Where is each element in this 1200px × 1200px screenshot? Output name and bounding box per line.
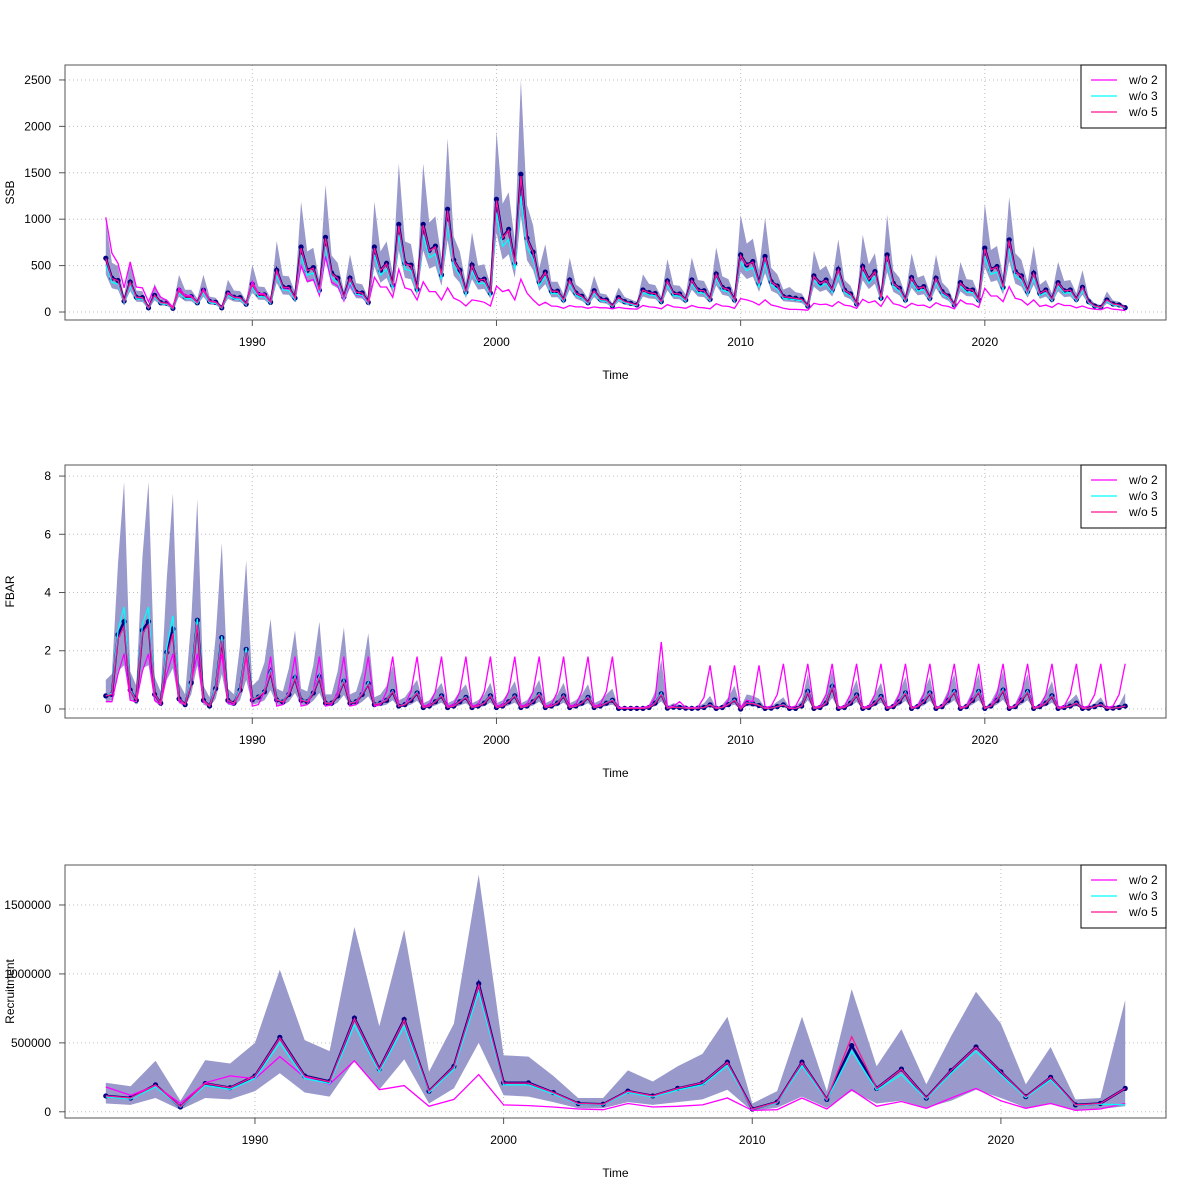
confidence-band	[105, 874, 1126, 1112]
legend-label: w/o 2	[1128, 473, 1158, 487]
legend-label: w/o 5	[1128, 905, 1158, 919]
main-series-point	[396, 221, 402, 227]
series-line-w-o-3	[105, 989, 1126, 1110]
main-series-point	[103, 255, 109, 261]
legend-label: w/o 5	[1128, 105, 1158, 119]
y-tick-label: 500000	[11, 1036, 51, 1050]
x-tick-label: 2020	[971, 335, 998, 349]
legend: w/o 2 w/o 3 w/o 5	[1080, 64, 1167, 129]
plot-frame	[64, 464, 1167, 719]
chart-ssb: 1990 2000 2010 2020 0 500 1000 1500 2000 2500 Time…	[3, 64, 1167, 382]
y-tick-label: 4	[44, 586, 51, 600]
legend-label: w/o 3	[1128, 489, 1158, 503]
legend-label: w/o 3	[1128, 889, 1158, 903]
x-tick-label: 2020	[988, 1133, 1015, 1147]
x-tick-label: 2020	[971, 733, 998, 747]
main-series-point	[493, 196, 500, 202]
x-axis-title: Time	[602, 1166, 629, 1180]
main-series-point	[849, 1043, 855, 1049]
legend-label: w/o 5	[1128, 505, 1158, 519]
plot-frame	[64, 64, 1167, 321]
confidence-band	[105, 481, 1126, 709]
y-tick-label: 1500000	[4, 898, 51, 912]
plot-frame	[64, 864, 1167, 1119]
legend-label: w/o 2	[1128, 873, 1158, 887]
series-line-w-o-5	[105, 622, 1126, 710]
y-tick-label: 2500	[24, 73, 51, 87]
x-tick-label: 2000	[483, 335, 510, 349]
y-axis-title: FBAR	[3, 575, 17, 607]
main-series-point	[1122, 703, 1128, 709]
x-tick-label: 1990	[239, 335, 266, 349]
y-tick-label: 1000	[24, 212, 51, 226]
y-tick-label: 500	[31, 259, 51, 273]
x-tick-label: 2010	[739, 1133, 766, 1147]
x-tick-label: 1990	[239, 733, 266, 747]
x-tick-label: 2000	[483, 733, 510, 747]
main-series-point	[371, 244, 377, 250]
confidence-band	[105, 79, 1126, 310]
y-tick-label: 0	[44, 305, 51, 319]
y-axis-title: SSB	[3, 180, 17, 204]
y-tick-label: 1500	[24, 166, 51, 180]
series-line-w-o-2	[105, 1055, 1126, 1112]
x-axis-title: Time	[602, 368, 629, 382]
x-tick-label: 2000	[490, 1133, 517, 1147]
y-tick-label: 8	[44, 469, 51, 483]
series-line-w-o-5	[105, 982, 1126, 1110]
legend-label: w/o 3	[1128, 89, 1158, 103]
y-tick-label: 0	[44, 702, 51, 716]
main-series-point	[420, 221, 426, 227]
x-tick-label: 2010	[727, 733, 754, 747]
main-series-point	[298, 244, 304, 250]
main-series-point	[1006, 237, 1012, 243]
legend: w/o 2 w/o 3 w/o 5	[1080, 864, 1167, 929]
y-tick-label: 2	[44, 644, 51, 658]
main-series-point	[322, 234, 329, 240]
main-series-point	[445, 206, 451, 212]
x-tick-label: 2010	[727, 335, 754, 349]
main-series-point	[884, 252, 890, 258]
y-tick-label: 2000	[24, 119, 51, 133]
legend: w/o 2 w/o 3 w/o 5	[1080, 464, 1167, 529]
chart-recruitment: 1990 2000 2010 2020 0 500000 1000000 1500000 Tim…	[3, 864, 1167, 1180]
x-tick-label: 1990	[242, 1133, 269, 1147]
series-line-w-o-5	[105, 175, 1126, 310]
main-series-point	[762, 253, 768, 260]
y-tick-label: 1000000	[4, 967, 51, 981]
x-axis-title: Time	[602, 766, 629, 780]
y-tick-label: 0	[44, 1105, 51, 1119]
main-series-point	[518, 171, 524, 177]
y-axis-title: Recruitment	[3, 958, 17, 1023]
y-tick-label: 6	[44, 527, 51, 541]
legend-label: w/o 2	[1128, 73, 1158, 87]
main-series-point	[982, 245, 988, 251]
